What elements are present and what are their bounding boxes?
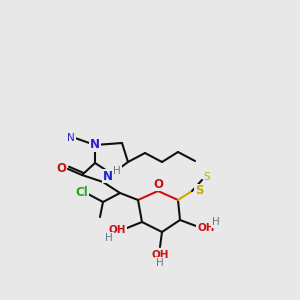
Text: S: S xyxy=(204,172,210,182)
Text: N: N xyxy=(90,139,100,152)
Text: H: H xyxy=(113,166,121,176)
Text: H: H xyxy=(105,233,113,243)
Text: OH: OH xyxy=(108,225,126,235)
Text: OH: OH xyxy=(151,250,169,260)
Text: O: O xyxy=(56,163,66,176)
Text: N: N xyxy=(67,133,75,143)
Text: N: N xyxy=(103,169,113,182)
Text: Cl: Cl xyxy=(76,185,88,199)
Text: O: O xyxy=(153,178,163,190)
Text: S: S xyxy=(195,184,203,197)
Text: H: H xyxy=(212,217,220,227)
Text: H: H xyxy=(156,258,164,268)
Text: OH: OH xyxy=(197,223,215,233)
